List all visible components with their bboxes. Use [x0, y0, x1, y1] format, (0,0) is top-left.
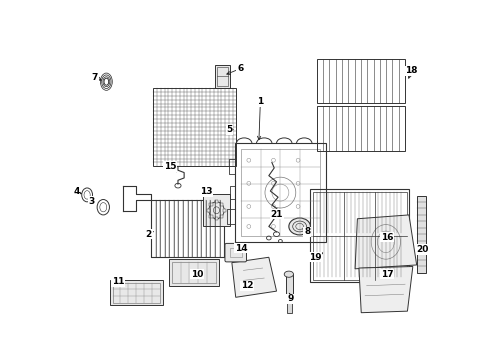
FancyBboxPatch shape: [225, 243, 246, 262]
Bar: [215, 200, 218, 203]
Bar: [215, 217, 218, 220]
Text: 4: 4: [73, 187, 79, 196]
Bar: [215, 65, 230, 88]
Bar: [210, 203, 213, 206]
Polygon shape: [359, 266, 413, 313]
Polygon shape: [232, 257, 276, 297]
Bar: [172, 262, 216, 283]
Text: 2: 2: [146, 230, 152, 239]
Bar: [210, 215, 213, 218]
Bar: [287, 299, 292, 313]
Text: 11: 11: [112, 278, 124, 287]
Bar: [416, 195, 426, 273]
Polygon shape: [355, 215, 416, 269]
Bar: [207, 209, 210, 212]
Text: 6: 6: [237, 64, 244, 73]
Text: 20: 20: [416, 245, 429, 254]
Bar: [229, 248, 242, 257]
Ellipse shape: [284, 271, 294, 277]
Bar: [317, 106, 405, 151]
Bar: [203, 194, 230, 226]
Text: 19: 19: [309, 253, 321, 262]
Bar: [317, 59, 405, 103]
Bar: [241, 149, 319, 236]
Text: 13: 13: [200, 187, 213, 196]
Text: 10: 10: [191, 270, 203, 279]
Bar: [113, 283, 160, 303]
Bar: [217, 67, 228, 86]
Bar: [311, 189, 409, 282]
Text: 12: 12: [241, 281, 253, 290]
Text: 3: 3: [89, 197, 95, 206]
Text: 5: 5: [226, 125, 233, 134]
Bar: [235, 143, 326, 242]
Ellipse shape: [104, 78, 109, 85]
Text: 7: 7: [92, 73, 98, 82]
Bar: [220, 215, 223, 218]
Bar: [220, 203, 223, 206]
Text: 16: 16: [381, 233, 393, 242]
Text: 8: 8: [304, 228, 311, 237]
Text: 17: 17: [381, 270, 394, 279]
Bar: [151, 199, 224, 257]
Ellipse shape: [289, 218, 311, 235]
Bar: [153, 88, 237, 166]
Text: 18: 18: [405, 66, 417, 75]
Bar: [110, 280, 163, 305]
Bar: [169, 259, 219, 286]
Text: 1: 1: [257, 97, 264, 106]
Text: 14: 14: [235, 243, 247, 252]
Bar: [313, 192, 407, 280]
Bar: [151, 199, 224, 257]
Bar: [286, 274, 293, 299]
Text: 21: 21: [270, 210, 283, 219]
Bar: [222, 209, 226, 212]
Text: 9: 9: [287, 294, 294, 303]
Text: 15: 15: [164, 162, 176, 171]
